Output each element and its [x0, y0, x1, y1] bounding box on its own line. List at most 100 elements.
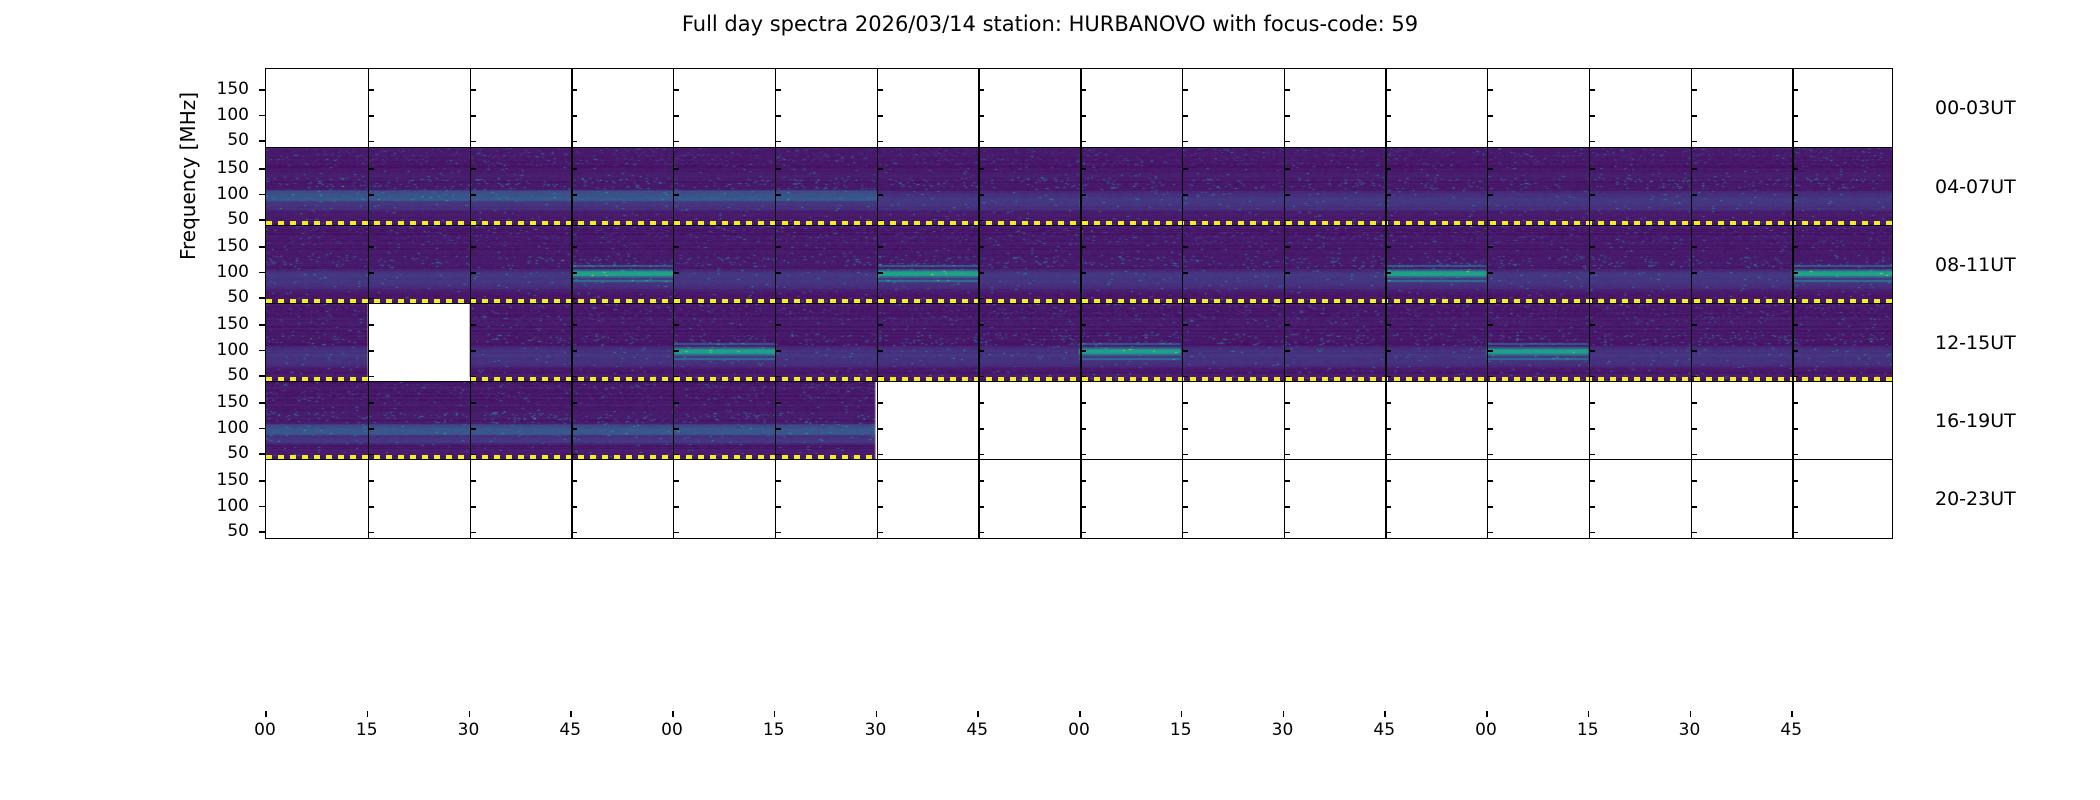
panel-separator	[1588, 460, 1591, 538]
y-tick-label: 150	[216, 79, 249, 100]
panel-separator	[1487, 69, 1489, 147]
y-tick-mark	[1181, 89, 1188, 92]
spectrogram-row-04-07ut[interactable]	[265, 147, 1893, 227]
y-tick-mark	[259, 168, 265, 170]
y-tick-mark	[978, 115, 985, 117]
y-tick-mark	[259, 193, 265, 196]
y-tick-mark	[469, 115, 476, 117]
y-tick-mark	[259, 453, 265, 456]
y-tick-mark	[1385, 115, 1392, 117]
y-tick-mark	[1487, 506, 1493, 508]
y-tick-mark	[1385, 480, 1392, 483]
y-tick-mark	[259, 271, 265, 274]
panel-separator	[673, 69, 675, 147]
y-tick-mark	[469, 89, 476, 92]
x-tick-label: 30	[1271, 720, 1294, 740]
x-tick-mark	[570, 711, 572, 717]
y-tick-label: 150	[216, 314, 249, 335]
panel-separator	[673, 460, 675, 538]
x-tick-mark	[265, 711, 267, 717]
y-tick-mark	[876, 115, 883, 117]
y-tick-mark	[978, 89, 985, 92]
panel-separator	[571, 69, 573, 147]
panel-separator	[1385, 460, 1387, 538]
row-time-label: 20-23UT	[1935, 488, 2016, 510]
x-axis: 00 15 30 45 00 15 30 45 00 15 30 45 00 15 30 45	[254, 711, 1893, 751]
y-tick-mark	[1283, 115, 1290, 117]
y-tick-label: 150	[216, 392, 249, 413]
panel-separator	[1588, 69, 1591, 147]
y-tick-mark	[1080, 89, 1086, 92]
spectrogram-image	[266, 304, 1892, 382]
y-tick-mark	[1487, 480, 1493, 483]
y-tick-mark	[876, 140, 883, 143]
y-tick-mark	[1588, 89, 1595, 92]
y-tick-mark	[1080, 115, 1086, 117]
y-tick-label: 100	[216, 495, 249, 516]
panel-separators	[266, 460, 1892, 538]
y-tick-mark	[1385, 140, 1392, 143]
y-tick-mark	[978, 506, 985, 508]
y-tick-mark	[1181, 531, 1188, 534]
y-tick-label: 150	[216, 158, 249, 179]
y-tick-mark	[876, 531, 883, 534]
spectrogram-row-12-15ut[interactable]	[265, 303, 1893, 383]
spectrogram-row-20-23ut[interactable]	[265, 459, 1893, 539]
x-tick-label: 15	[1169, 720, 1192, 740]
panel-separator	[1181, 69, 1184, 147]
y-tick-mark	[1792, 531, 1799, 534]
x-tick-label: 00	[661, 720, 683, 740]
y-tick-mark	[259, 140, 265, 143]
y-tick-label: 150	[216, 236, 249, 257]
y-tick-mark	[876, 89, 883, 92]
x-tick-label: 15	[1576, 720, 1599, 740]
panel-separator	[469, 69, 471, 147]
y-tick-mark	[1385, 531, 1392, 534]
spectrogram-row-00-03ut[interactable]	[265, 68, 1893, 148]
y-tick-mark	[1588, 480, 1595, 483]
y-tick-label: 50	[227, 521, 249, 542]
y-tick-mark	[1487, 140, 1493, 143]
panel-separators	[266, 69, 1892, 147]
y-tick-mark	[673, 506, 679, 508]
panel-separator	[469, 460, 471, 538]
y-tick-label: 100	[216, 104, 249, 125]
y-tick-mark	[571, 506, 578, 508]
y-tick-mark	[259, 480, 265, 482]
y-tick-mark	[259, 246, 265, 248]
y-tick-mark	[469, 506, 476, 508]
y-tick-mark	[367, 115, 374, 117]
x-tick-mark	[1587, 711, 1590, 717]
y-tick-mark	[259, 114, 265, 117]
spectrogram-row-16-19ut[interactable]	[265, 381, 1893, 461]
x-tick-label: 00	[254, 720, 276, 740]
x-tick-mark	[1791, 711, 1793, 717]
x-tick-label: 45	[966, 720, 989, 740]
x-tick-mark	[1486, 711, 1488, 717]
row-time-label: 00-03UT	[1935, 97, 2016, 119]
x-tick-mark	[468, 711, 471, 717]
panel-separator	[1487, 460, 1489, 538]
x-tick-mark	[1384, 711, 1386, 717]
y-tick-label: 100	[216, 339, 249, 360]
y-tick-mark	[1588, 140, 1595, 143]
row-time-label: 08-11UT	[1935, 254, 2016, 276]
spectrogram-image	[266, 226, 1892, 304]
y-tick-mark	[259, 89, 265, 91]
y-tick-mark	[259, 297, 265, 300]
y-tick-mark	[259, 402, 265, 404]
y-tick-mark	[1283, 506, 1290, 508]
x-tick-label: 15	[762, 720, 785, 740]
y-tick-label: 50	[227, 130, 249, 151]
y-tick-mark	[1080, 140, 1086, 143]
x-tick-label: 45	[559, 720, 582, 740]
y-tick-mark	[367, 89, 374, 92]
x-tick-mark	[1282, 711, 1285, 717]
y-tick-mark	[259, 427, 265, 430]
x-tick-label: 00	[1475, 720, 1497, 740]
panel-separator	[876, 460, 878, 538]
y-tick-mark	[876, 480, 883, 483]
spectrogram-row-08-11ut[interactable]	[265, 225, 1893, 305]
panel-separator	[876, 69, 878, 147]
panel-separator	[978, 460, 980, 538]
